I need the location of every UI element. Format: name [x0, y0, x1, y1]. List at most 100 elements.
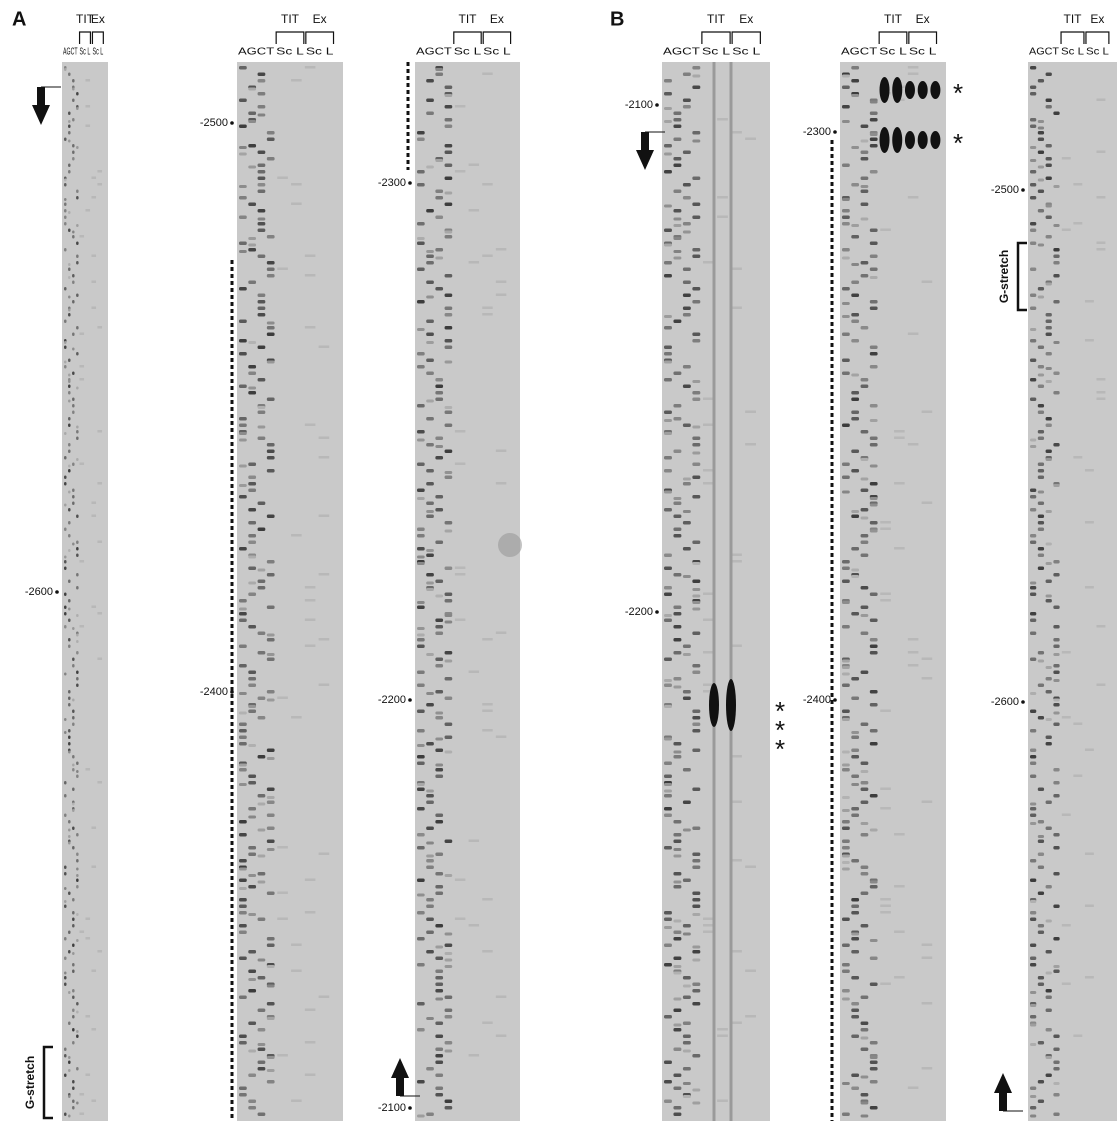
- band: [673, 920, 681, 923]
- band: [72, 989, 75, 993]
- band: [417, 963, 425, 967]
- band: [248, 970, 256, 974]
- band: [76, 684, 79, 688]
- band: [861, 478, 869, 481]
- band: [673, 1009, 681, 1013]
- faint-band: [91, 827, 96, 830]
- band: [851, 320, 859, 324]
- band: [76, 458, 79, 461]
- band: [76, 224, 79, 227]
- faint-band: [922, 1002, 933, 1005]
- band: [267, 658, 275, 662]
- band: [1030, 1004, 1036, 1007]
- faint-band: [717, 1028, 728, 1031]
- band: [870, 497, 878, 500]
- band: [673, 157, 681, 161]
- band: [426, 931, 434, 935]
- band: [1030, 1106, 1036, 1110]
- band: [426, 859, 434, 863]
- band: [851, 450, 859, 454]
- faint-band: [91, 177, 96, 180]
- faint-band: [717, 118, 728, 121]
- band: [258, 190, 266, 194]
- band: [68, 125, 71, 129]
- band: [239, 599, 247, 603]
- faint-band: [97, 950, 102, 953]
- band: [435, 1022, 443, 1026]
- faint-band: [1073, 183, 1082, 186]
- band: [445, 651, 453, 655]
- band: [267, 274, 275, 278]
- band: [870, 144, 878, 148]
- band: [435, 257, 443, 260]
- asterisk: *: [775, 734, 785, 764]
- band: [683, 1067, 691, 1071]
- band: [673, 881, 681, 884]
- band: [267, 443, 275, 447]
- band: [692, 216, 700, 220]
- position-label: -2200: [625, 606, 653, 618]
- band: [870, 521, 878, 525]
- band: [673, 965, 681, 968]
- blob: [930, 131, 940, 149]
- band: [673, 528, 681, 532]
- band: [683, 1041, 691, 1045]
- band: [1038, 1080, 1044, 1084]
- position-dot: [408, 1106, 412, 1110]
- band: [861, 671, 869, 675]
- band: [68, 140, 71, 143]
- band: [664, 705, 672, 708]
- band: [239, 352, 247, 356]
- group-bracket: [1061, 32, 1084, 44]
- faint-band: [1073, 456, 1082, 459]
- band: [673, 1074, 681, 1078]
- group-bracket: [92, 32, 103, 44]
- band: [1030, 196, 1036, 200]
- band: [1053, 300, 1059, 304]
- arrow: [391, 1058, 409, 1096]
- band: [258, 183, 266, 187]
- band: [1038, 151, 1044, 155]
- band: [258, 255, 266, 259]
- band: [68, 991, 71, 994]
- faint-band: [319, 515, 330, 518]
- position-label: -2100: [378, 1102, 406, 1114]
- band: [1046, 666, 1052, 669]
- band: [673, 502, 681, 506]
- band: [435, 946, 443, 949]
- band: [842, 120, 850, 123]
- faint-band: [922, 502, 933, 505]
- band: [426, 502, 434, 506]
- band: [239, 216, 247, 220]
- band: [870, 437, 878, 441]
- smudge: [498, 533, 522, 557]
- band: [692, 664, 700, 668]
- band: [64, 361, 67, 364]
- band: [445, 1106, 453, 1110]
- band: [64, 1074, 67, 1078]
- band: [72, 79, 75, 83]
- band: [248, 567, 256, 571]
- band: [76, 554, 79, 558]
- band: [692, 287, 700, 291]
- band: [239, 645, 247, 649]
- band: [248, 1050, 256, 1053]
- band: [239, 153, 247, 156]
- band: [1030, 1115, 1036, 1118]
- faint-band: [908, 196, 919, 199]
- band: [445, 177, 453, 181]
- band: [248, 978, 256, 981]
- band: [445, 406, 453, 409]
- band: [64, 976, 67, 980]
- band: [1030, 807, 1036, 811]
- band: [1030, 1015, 1036, 1019]
- band: [851, 263, 859, 266]
- faint-band: [1085, 339, 1094, 342]
- band: [842, 963, 850, 967]
- band: [68, 120, 71, 123]
- band: [683, 510, 691, 513]
- band: [692, 898, 700, 902]
- band: [1046, 989, 1052, 993]
- band: [664, 926, 672, 929]
- band: [842, 491, 850, 494]
